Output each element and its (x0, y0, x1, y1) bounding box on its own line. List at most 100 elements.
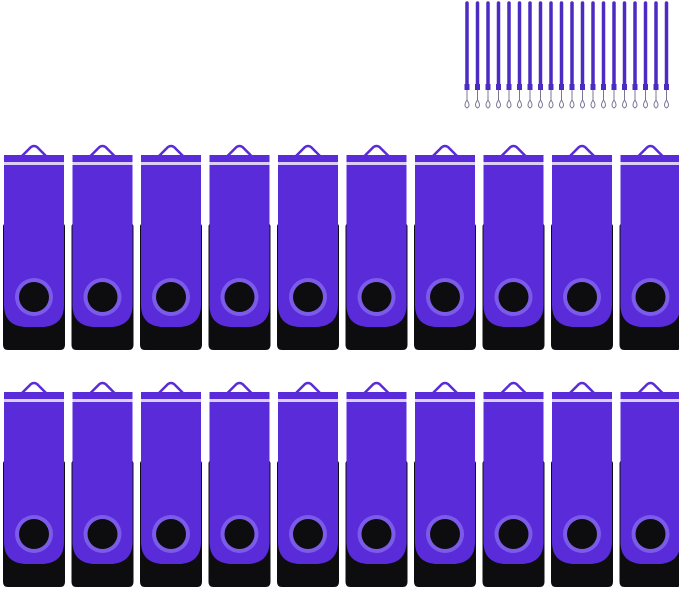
cover-highlight (346, 399, 407, 402)
cover-highlight (209, 162, 270, 165)
lanyard-hole-tab (565, 144, 599, 159)
pivot-center (567, 282, 597, 312)
usb-drive (277, 381, 339, 587)
lanyard (601, 1, 606, 109)
lanyard-clip (517, 84, 522, 90)
lanyard-hole-tab (497, 381, 530, 396)
lanyard-hole-tab (634, 144, 667, 159)
pivot-center (430, 519, 460, 549)
swivel-cover (209, 155, 270, 327)
lanyard (538, 1, 543, 109)
swivel-cover (620, 392, 679, 564)
lanyard-hole-tab (428, 381, 462, 396)
cover-highlight (620, 399, 679, 402)
lanyard-loop (464, 90, 470, 109)
cover-highlight (483, 162, 544, 165)
swivel-cover (415, 392, 475, 564)
swivel-cover (4, 155, 64, 327)
usb-drive (3, 144, 65, 350)
usb-drive (482, 381, 545, 587)
lanyard-loop (517, 90, 522, 109)
lanyard (464, 1, 470, 109)
cover-highlight (4, 399, 64, 402)
swivel-cover (346, 155, 407, 327)
lanyard-clip (506, 84, 512, 90)
cover-highlight (4, 162, 64, 165)
cover-highlight (415, 162, 475, 165)
lanyard-clip (496, 84, 501, 90)
lanyard (517, 1, 522, 109)
pivot-center (19, 519, 49, 549)
lanyard-loop (538, 90, 543, 109)
swivel-cover (141, 155, 201, 327)
lanyard-hole-tab (17, 144, 51, 159)
swivel-cover (483, 155, 544, 327)
pivot-center (361, 282, 392, 312)
lanyard-clip (622, 84, 627, 90)
lanyard (611, 1, 617, 109)
usb-drive (208, 144, 271, 350)
lanyard-clip (527, 84, 533, 90)
swivel-cover (415, 155, 475, 327)
lanyard-hole-tab (565, 381, 599, 396)
lanyard (590, 1, 596, 109)
swivel-cover (483, 392, 544, 564)
pivot-center (635, 282, 666, 312)
cover-highlight (72, 399, 133, 402)
pivot-center (156, 282, 186, 312)
lanyard (475, 1, 480, 109)
lanyard-hole-tab (154, 144, 188, 159)
lanyard-set (464, 1, 669, 109)
lanyard (632, 1, 638, 109)
usb-drive (619, 381, 679, 587)
lanyard-clip (548, 84, 554, 90)
usb-drive (551, 381, 613, 587)
lanyard (653, 1, 659, 109)
lanyard (548, 1, 554, 109)
lanyard-clip (611, 84, 617, 90)
pivot-center (87, 519, 118, 549)
cover-highlight (141, 162, 201, 165)
lanyard-clip (653, 84, 659, 90)
cover-highlight (552, 399, 612, 402)
usb-drive (3, 381, 65, 587)
cover-highlight (415, 399, 475, 402)
lanyard (643, 1, 648, 109)
lanyard-clip (538, 84, 543, 90)
lanyard (569, 1, 575, 109)
lanyard-hole-tab (360, 144, 393, 159)
lanyard-hole-tab (291, 144, 325, 159)
swivel-cover (72, 155, 133, 327)
usb-drive (414, 144, 476, 350)
lanyard-hole-tab (428, 144, 462, 159)
cover-highlight (72, 162, 133, 165)
lanyard-hole-tab (17, 381, 51, 396)
usb-drive (619, 144, 679, 350)
swivel-cover (552, 392, 612, 564)
lanyard-clip (464, 84, 470, 90)
pivot-center (87, 282, 118, 312)
usb-drive (140, 381, 202, 587)
swivel-cover (278, 155, 338, 327)
lanyard-loop (527, 90, 533, 109)
lanyard-hole-tab (360, 381, 393, 396)
lanyard (496, 1, 501, 109)
pivot-center (224, 282, 255, 312)
lanyard-loop (601, 90, 606, 109)
pivot-center (635, 519, 666, 549)
usb-drive (277, 144, 339, 350)
usb-drive-set (3, 144, 679, 587)
cover-highlight (620, 162, 679, 165)
cover-highlight (278, 162, 338, 165)
swivel-cover (209, 392, 270, 564)
usb-drive (71, 381, 134, 587)
lanyard-clip (632, 84, 638, 90)
cover-highlight (346, 162, 407, 165)
lanyard-hole-tab (86, 144, 119, 159)
swivel-cover (552, 155, 612, 327)
swivel-cover (72, 392, 133, 564)
lanyard-loop (643, 90, 648, 109)
usb-drive (208, 381, 271, 587)
lanyard-loop (664, 90, 669, 109)
